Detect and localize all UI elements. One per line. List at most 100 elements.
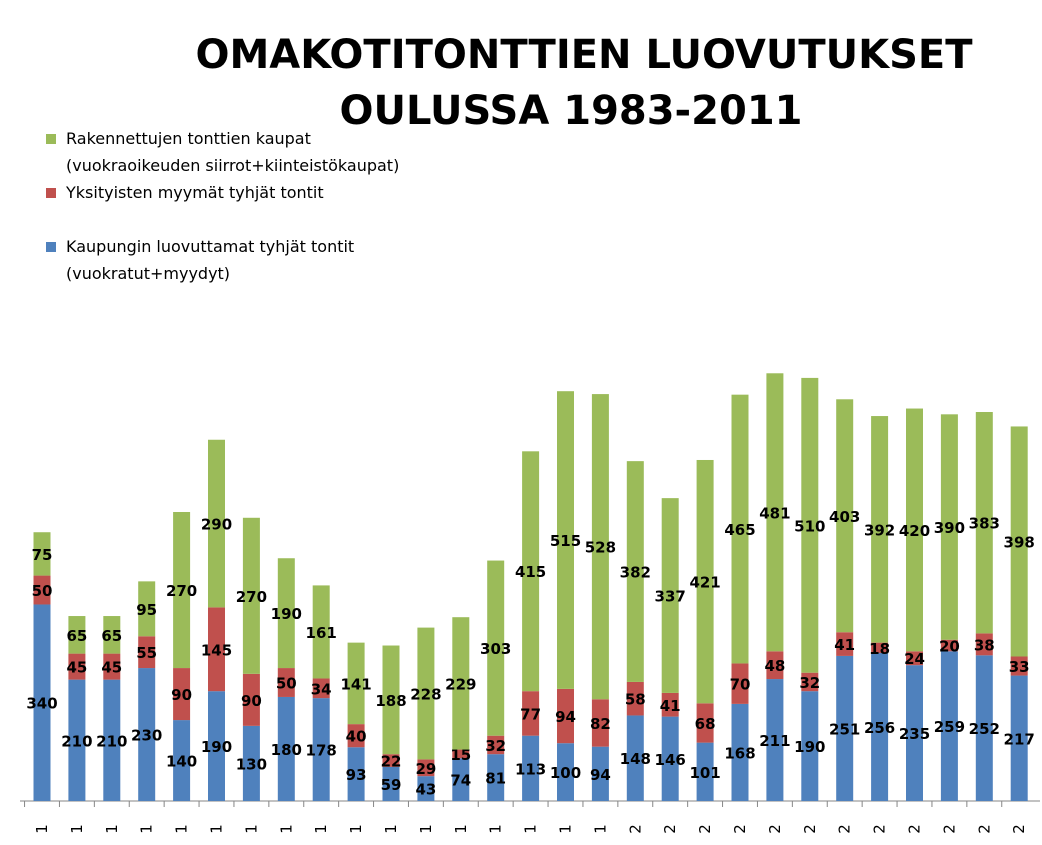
data-label-city-11: 59 <box>381 776 402 794</box>
data-label-city-20: 101 <box>689 764 720 782</box>
bar-private-28 <box>975 633 993 656</box>
bar-city-16 <box>557 743 574 801</box>
data-label-private-23: 32 <box>799 674 820 692</box>
data-label-private-11: 22 <box>381 753 402 771</box>
data-label-built-7: 270 <box>236 588 267 606</box>
data-label-private-3: 45 <box>101 659 122 677</box>
data-label-private-15: 77 <box>520 705 541 723</box>
x-tick-label-21: 2 <box>731 824 749 834</box>
data-label-private-13: 15 <box>450 746 471 764</box>
bar-private-18 <box>626 681 644 716</box>
bar-city-12 <box>417 776 435 801</box>
data-label-city-2: 210 <box>61 732 92 750</box>
x-tick-label-10: 1 <box>347 824 365 834</box>
data-label-built-6: 290 <box>201 516 232 534</box>
data-label-private-9: 34 <box>311 680 332 698</box>
x-tick-label-1: 1 <box>33 824 51 834</box>
bar-built-5 <box>173 512 191 669</box>
x-tick-label-2: 1 <box>68 824 86 834</box>
bar-private-7 <box>242 673 260 726</box>
bar-city-8 <box>277 696 295 801</box>
bar-built-3 <box>103 616 121 654</box>
bar-city-9 <box>312 698 330 801</box>
x-tick-label-17: 1 <box>591 824 609 834</box>
x-tick-label-19: 2 <box>661 824 679 834</box>
data-label-city-1: 340 <box>26 695 57 713</box>
data-label-built-23: 510 <box>794 517 825 535</box>
legend-label-city-plots-line-2: (vuokratut+myydyt) <box>66 264 231 283</box>
bar-private-23 <box>801 672 819 692</box>
data-label-private-27: 20 <box>939 638 960 656</box>
bar-city-25 <box>871 653 889 801</box>
data-label-built-17: 528 <box>585 539 616 557</box>
data-label-built-28: 383 <box>969 515 1000 533</box>
bar-private-4 <box>138 636 156 669</box>
data-label-city-23: 190 <box>794 738 825 756</box>
bar-built-2 <box>68 616 86 654</box>
bar-city-11 <box>382 766 400 801</box>
bar-built-12 <box>417 627 435 760</box>
bar-city-10 <box>347 747 365 801</box>
data-label-city-19: 146 <box>655 751 686 769</box>
chart-title-line-2: OULUSSA 1983-2011 <box>339 88 803 134</box>
bar-private-11 <box>382 754 400 767</box>
bar-city-24 <box>836 655 854 801</box>
data-label-city-12: 43 <box>415 781 436 799</box>
x-tick-label-24: 2 <box>836 824 854 834</box>
data-label-private-24: 41 <box>834 636 855 654</box>
legend-swatch-city-plots <box>46 242 56 252</box>
data-label-city-18: 148 <box>620 750 651 768</box>
data-label-city-10: 93 <box>346 766 367 784</box>
legend-label-built-plots-line-2: (vuokraoikeuden siirrot+kiinteistökaupat… <box>66 156 400 175</box>
data-label-city-14: 81 <box>485 770 506 788</box>
data-label-private-7: 90 <box>241 692 262 710</box>
data-label-city-15: 113 <box>515 760 546 778</box>
x-tick-label-13: 1 <box>452 824 470 834</box>
data-label-city-21: 168 <box>724 744 755 762</box>
x-tick-label-14: 1 <box>487 824 505 834</box>
data-label-built-4: 95 <box>136 601 157 619</box>
bar-built-18 <box>626 461 644 682</box>
data-label-built-26: 420 <box>899 522 930 540</box>
bar-built-13 <box>452 617 470 750</box>
bar-private-8 <box>277 668 295 697</box>
bar-city-19 <box>661 716 679 801</box>
data-label-built-20: 421 <box>689 574 720 592</box>
data-label-built-15: 415 <box>515 563 546 581</box>
chart-title-line-1: OMAKOTITONTTIEN LUOVUTUKSET <box>195 32 973 78</box>
bar-private-24 <box>836 632 854 656</box>
bar-built-1 <box>33 532 51 576</box>
data-label-private-26: 24 <box>904 650 925 668</box>
bar-private-17 <box>591 699 609 747</box>
data-label-built-16: 515 <box>550 532 581 550</box>
bar-private-5 <box>173 668 191 721</box>
bar-private-9 <box>312 678 330 699</box>
bar-private-21 <box>731 663 749 704</box>
data-label-city-4: 230 <box>131 727 162 745</box>
bar-city-21 <box>731 703 749 801</box>
data-label-city-16: 100 <box>550 764 581 782</box>
data-label-built-12: 228 <box>410 685 441 703</box>
bar-city-3 <box>103 679 121 801</box>
bar-built-23 <box>801 377 819 673</box>
data-label-city-27: 259 <box>934 718 965 736</box>
bar-city-4 <box>138 668 156 801</box>
bar-city-26 <box>906 665 923 801</box>
legend-swatch-private-plots <box>46 188 56 198</box>
bar-private-20 <box>696 703 714 743</box>
bar-city-13 <box>452 758 470 801</box>
bar-built-14 <box>487 560 505 736</box>
data-label-built-9: 161 <box>306 624 337 642</box>
bar-private-29 <box>1010 656 1028 676</box>
data-label-private-12: 29 <box>415 760 436 778</box>
bar-private-16 <box>557 688 574 744</box>
x-tick-label-6: 1 <box>208 824 226 834</box>
bar-built-20 <box>696 459 714 704</box>
x-tick-label-5: 1 <box>173 824 191 834</box>
bar-built-16 <box>557 391 574 689</box>
data-label-city-22: 211 <box>759 732 790 750</box>
bar-private-10 <box>347 724 365 748</box>
data-label-built-24: 403 <box>829 508 860 526</box>
data-label-private-29: 33 <box>1009 658 1030 676</box>
data-label-city-26: 235 <box>899 725 930 743</box>
